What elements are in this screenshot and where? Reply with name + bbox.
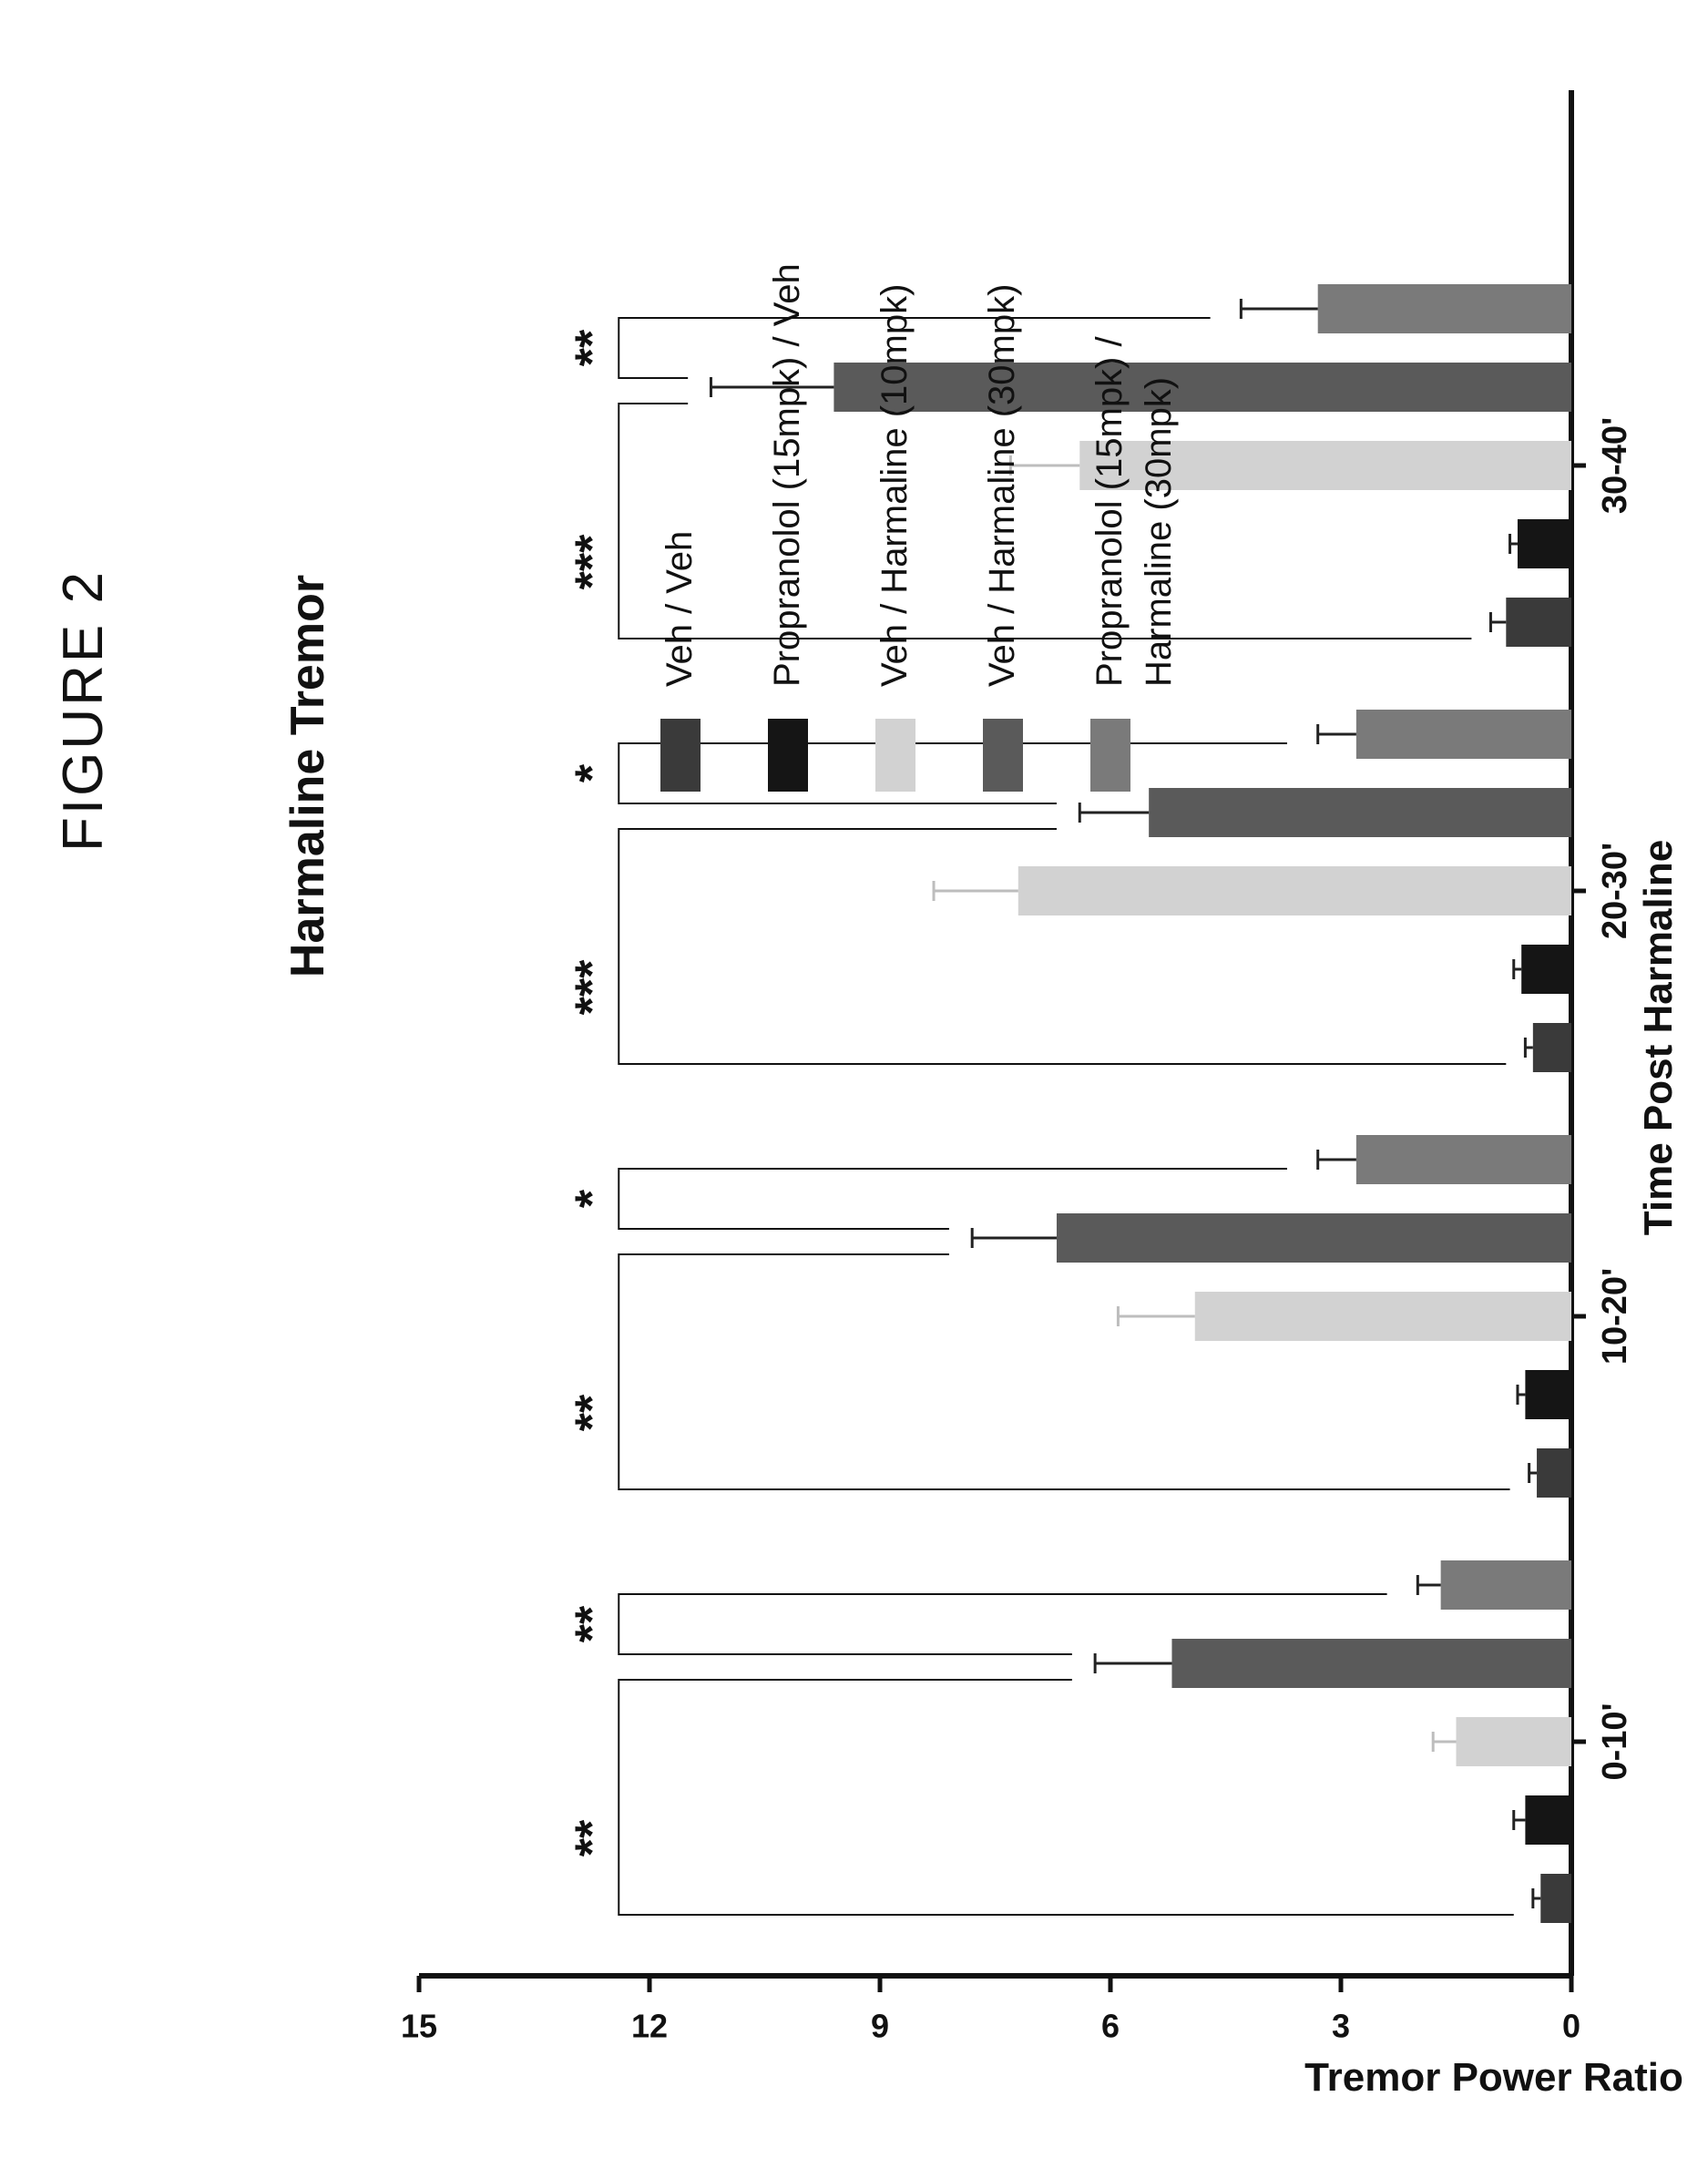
bar [1056,1213,1571,1263]
bar [1194,1292,1572,1341]
legend-swatch [768,719,808,792]
significance-label: *** [566,534,619,589]
bar [1525,1795,1572,1845]
legend-swatch [660,719,701,792]
y-tick-label: 12 [631,2008,668,2045]
significance-bracket [618,1679,1514,1916]
y-tick-label: 6 [1101,2008,1120,2045]
x-tick-label: 10-20' [1596,1268,1634,1365]
x-axis-label: Time Post Harmaline [1636,840,1681,1235]
bar [1521,945,1572,994]
significance-label: *** [566,959,619,1015]
bar [1456,1717,1571,1766]
legend: Veh / Veh Propranolol (15mpk) / Veh Veh / … [660,263,1179,792]
significance-bracket [618,1593,1387,1655]
bar [1440,1560,1571,1610]
bar [1018,866,1572,915]
bar [1506,598,1571,647]
bar [1149,788,1571,837]
legend-swatch [1090,719,1130,792]
bars-group [709,284,1572,1923]
legend-label: Veh / Harmaline (10mpk) [874,284,915,687]
significance-label: ** [566,1605,619,1642]
significance-label: ** [566,329,619,366]
bar [1317,284,1571,333]
bar [1079,441,1572,490]
x-tick-label: 30-40' [1596,417,1634,514]
significance-label: * [566,1189,619,1208]
significance-label: ** [566,1394,619,1431]
bar [1171,1639,1571,1688]
axes-group: 0 3 6 9 12 15 0-10' 10-20' 20-30' 30-40' [401,90,1634,2045]
chart-title: Harmaline Tremor [281,575,334,977]
legend-swatch [875,719,915,792]
legend-swatch [983,719,1023,792]
bar [1525,1370,1572,1419]
y-tick-label: 9 [871,2008,889,2045]
legend-label: Harmaline (30mpk) [1139,377,1179,687]
y-tick-label: 15 [401,2008,437,2045]
x-tick-label: 0-10' [1596,1703,1634,1780]
significance-bracket [618,1253,1510,1490]
bar [834,363,1571,412]
bar [1517,519,1572,568]
significance-label: * [566,763,619,782]
significance-label: ** [566,1819,619,1856]
significance-bracket [618,1168,1287,1230]
bar [1537,1448,1572,1498]
bar [1532,1023,1572,1072]
y-tick-label: 3 [1332,2008,1350,2045]
y-axis-label: Tremor Power Ratio [1304,2055,1683,2100]
significance-bracket [618,828,1507,1065]
legend-label: Veh / Harmaline (30mpk) [982,284,1022,687]
y-tick-label: 0 [1562,2008,1580,2045]
significance-bracket [618,317,1211,379]
significance-group: **************** [566,317,1514,1916]
significance-bracket [618,742,1287,804]
legend-label: Propranolol (15mpk) / Veh [767,263,807,687]
bar [1355,710,1572,759]
legend-label: Veh / Veh [660,531,700,687]
significance-bracket [618,403,1472,639]
x-tick-label: 20-30' [1596,843,1634,939]
legend-label: Propranolol (15mpk) / [1089,336,1130,687]
figure-label: FIGURE 2 [52,569,115,852]
bar [1355,1135,1572,1184]
bar [1540,1874,1572,1923]
